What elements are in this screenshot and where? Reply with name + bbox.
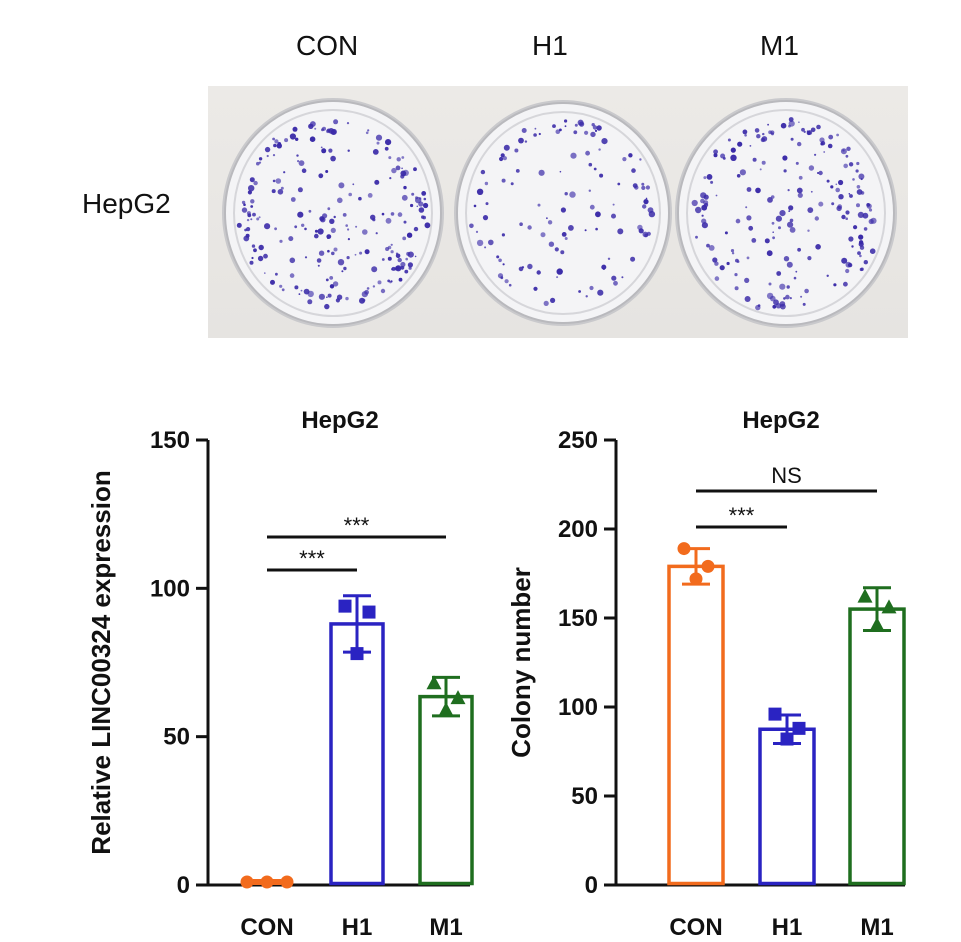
significance-label: NS — [771, 463, 802, 488]
significance-label: *** — [729, 503, 755, 528]
data-point-h1 — [338, 599, 352, 613]
petri-dish-m1 — [675, 98, 897, 328]
data-point-m1 — [426, 675, 442, 690]
bar-m1 — [848, 607, 906, 886]
x-tick-label-con: CON — [240, 914, 293, 941]
expression-bar-chart: HepG2 Relative LINC00324 expression 0 50 100… — [86, 407, 474, 941]
data-point-h1 — [362, 605, 376, 619]
y-tick-label: 150 — [150, 427, 190, 454]
x-tick-label-h1: H1 — [342, 914, 373, 941]
significance-label: *** — [299, 546, 325, 571]
data-point-m1 — [881, 599, 897, 614]
bar-h1 — [758, 727, 816, 886]
chart-title: HepG2 — [742, 407, 819, 434]
bar-con — [667, 564, 725, 886]
petri-dish-con — [222, 98, 444, 328]
data-point-h1 — [780, 732, 794, 746]
plate-column-con: CON — [296, 30, 359, 61]
data-point-con — [701, 559, 715, 573]
y-tick-label: 100 — [150, 575, 190, 602]
plate-column-m1: M1 — [760, 30, 799, 61]
x-tick-label-m1: M1 — [860, 914, 893, 941]
x-tick-label-m1: M1 — [429, 914, 462, 941]
bar-m1 — [418, 694, 474, 886]
y-tick-label: 50 — [163, 724, 190, 751]
data-point-m1 — [857, 588, 873, 603]
colony-plates-photo — [208, 86, 908, 338]
data-point-h1 — [768, 707, 782, 721]
plates-image — [222, 98, 897, 328]
colony-number-bar-chart: HepG2 Colony number 0 50 100 150 200 250 CON H1 M1… — [506, 407, 906, 941]
y-tick-label: 0 — [177, 872, 190, 899]
y-tick-label: 200 — [558, 516, 598, 543]
plate-row-label: HepG2 — [82, 188, 171, 219]
y-tick-label: 150 — [558, 605, 598, 632]
y-tick-label: 50 — [571, 783, 598, 810]
data-point-h1 — [792, 721, 806, 735]
y-tick-label: 0 — [585, 872, 598, 899]
x-tick-label-con: CON — [669, 914, 722, 941]
bar-h1 — [329, 622, 385, 886]
data-point-m1 — [450, 690, 466, 705]
data-point-con — [689, 572, 703, 586]
y-tick-label: 100 — [558, 694, 598, 721]
data-point-con — [260, 875, 274, 889]
y-axis-label: Relative LINC00324 expression — [86, 470, 116, 854]
petri-dish-h1 — [454, 100, 672, 326]
y-tick-label: 250 — [558, 427, 598, 454]
significance-label: *** — [344, 513, 370, 538]
data-point-m1 — [438, 701, 454, 716]
y-axis-label: Colony number — [506, 567, 536, 758]
data-point-con — [280, 875, 294, 889]
data-point-h1 — [350, 647, 364, 661]
x-tick-label-h1: H1 — [772, 914, 803, 941]
data-point-con — [240, 875, 254, 889]
data-point-con — [677, 542, 691, 556]
plate-column-h1: H1 — [532, 30, 568, 61]
chart-title: HepG2 — [301, 407, 378, 434]
data-point-m1 — [869, 617, 885, 632]
